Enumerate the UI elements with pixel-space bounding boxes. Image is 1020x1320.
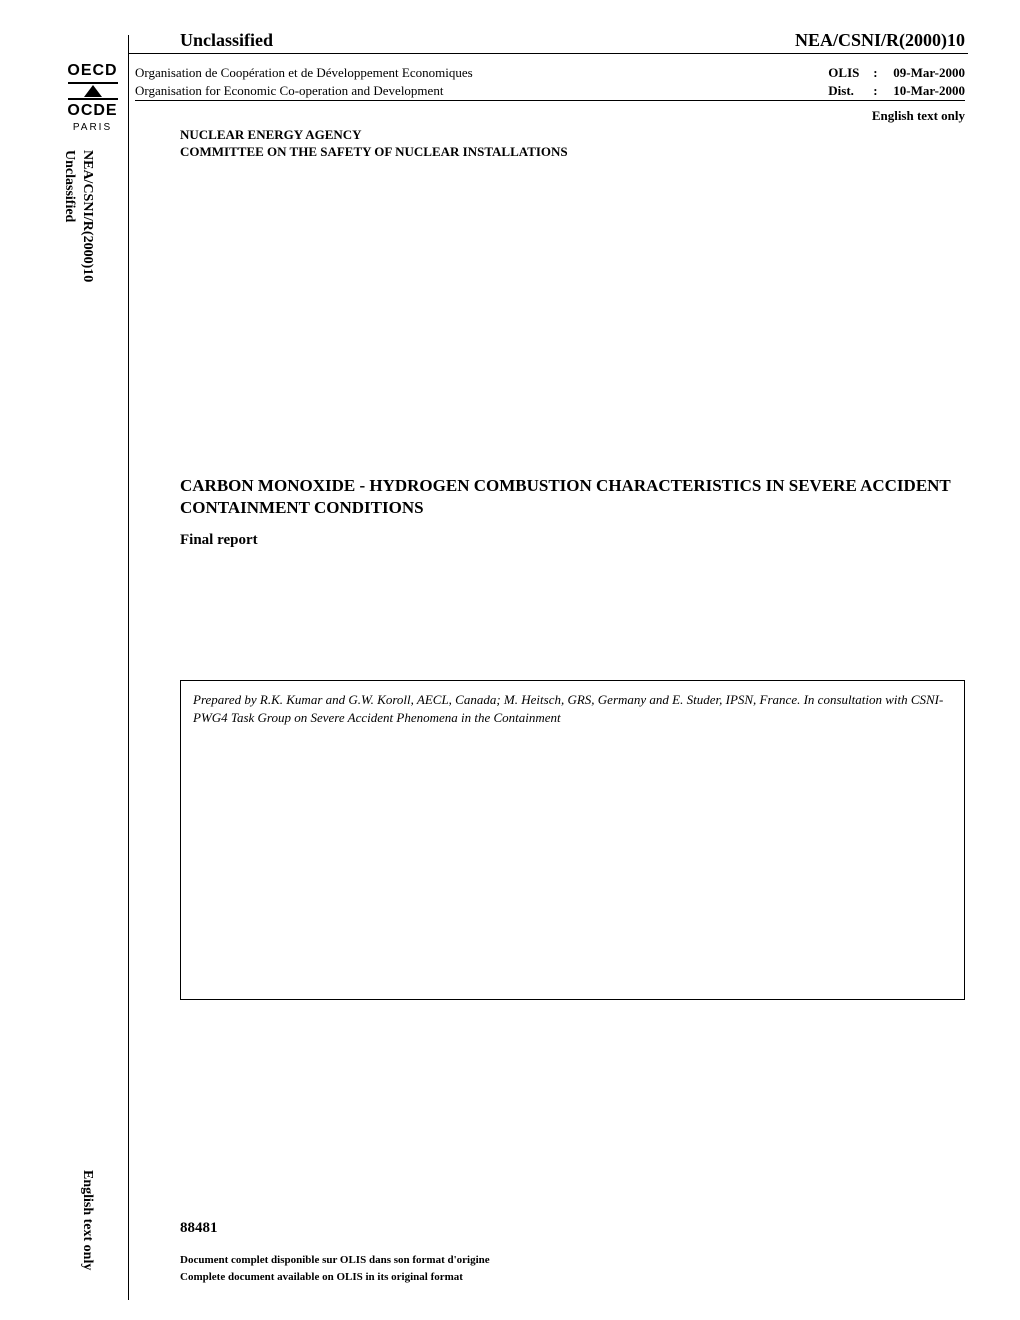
prepared-by-text: Prepared by R.K. Kumar and G.W. Koroll, …	[193, 692, 943, 725]
document-title: CARBON MONOXIDE - HYDROGEN COMBUSTION CH…	[180, 475, 960, 519]
sidebar-classification: Unclassified	[61, 150, 77, 222]
logo-symbol	[68, 82, 118, 100]
footer-availability-note: Document complet disponible sur OLIS dan…	[180, 1252, 490, 1285]
olis-label: OLIS	[828, 64, 873, 82]
colon: :	[873, 82, 893, 100]
prepared-by-box: Prepared by R.K. Kumar and G.W. Koroll, …	[180, 680, 965, 1000]
dist-date: 10-Mar-2000	[893, 82, 965, 100]
language-note: English text only	[872, 108, 965, 124]
colon: :	[873, 64, 893, 82]
header-separator-line	[135, 100, 965, 101]
footer-note-en: Complete document available on OLIS in i…	[180, 1269, 490, 1286]
org-name-en: Organisation for Economic Co-operation a…	[135, 82, 473, 100]
logo-text-oecd: OECD	[60, 62, 125, 80]
footer-document-number: 88481	[180, 1220, 218, 1237]
report-type: Final report	[180, 532, 258, 549]
sidebar-document-reference: NEA/CSNI/R(2000)10	[79, 150, 95, 282]
logo-text-paris: PARIS	[60, 122, 125, 133]
document-reference: NEA/CSNI/R(2000)10	[795, 30, 965, 51]
logo-text-ocde: OCDE	[60, 102, 125, 120]
committee-name: COMMITTEE ON THE SAFETY OF NUCLEAR INSTA…	[180, 144, 568, 160]
horizontal-header-line	[128, 53, 968, 54]
agency-name: NUCLEAR ENERGY AGENCY	[180, 127, 362, 143]
olis-date: 09-Mar-2000	[893, 64, 965, 82]
date-info-block: OLIS : 09-Mar-2000 Dist. : 10-Mar-2000	[828, 64, 965, 99]
dist-label: Dist.	[828, 82, 873, 100]
oecd-logo: OECD OCDE PARIS	[60, 62, 125, 133]
organization-names: Organisation de Coopération et de Dévelo…	[135, 64, 473, 99]
sidebar-language-note: English text only	[79, 1170, 95, 1270]
classification-label: Unclassified	[180, 30, 273, 51]
vertical-divider-line	[128, 35, 129, 1300]
org-name-fr: Organisation de Coopération et de Dévelo…	[135, 64, 473, 82]
footer-note-fr: Document complet disponible sur OLIS dan…	[180, 1252, 490, 1269]
